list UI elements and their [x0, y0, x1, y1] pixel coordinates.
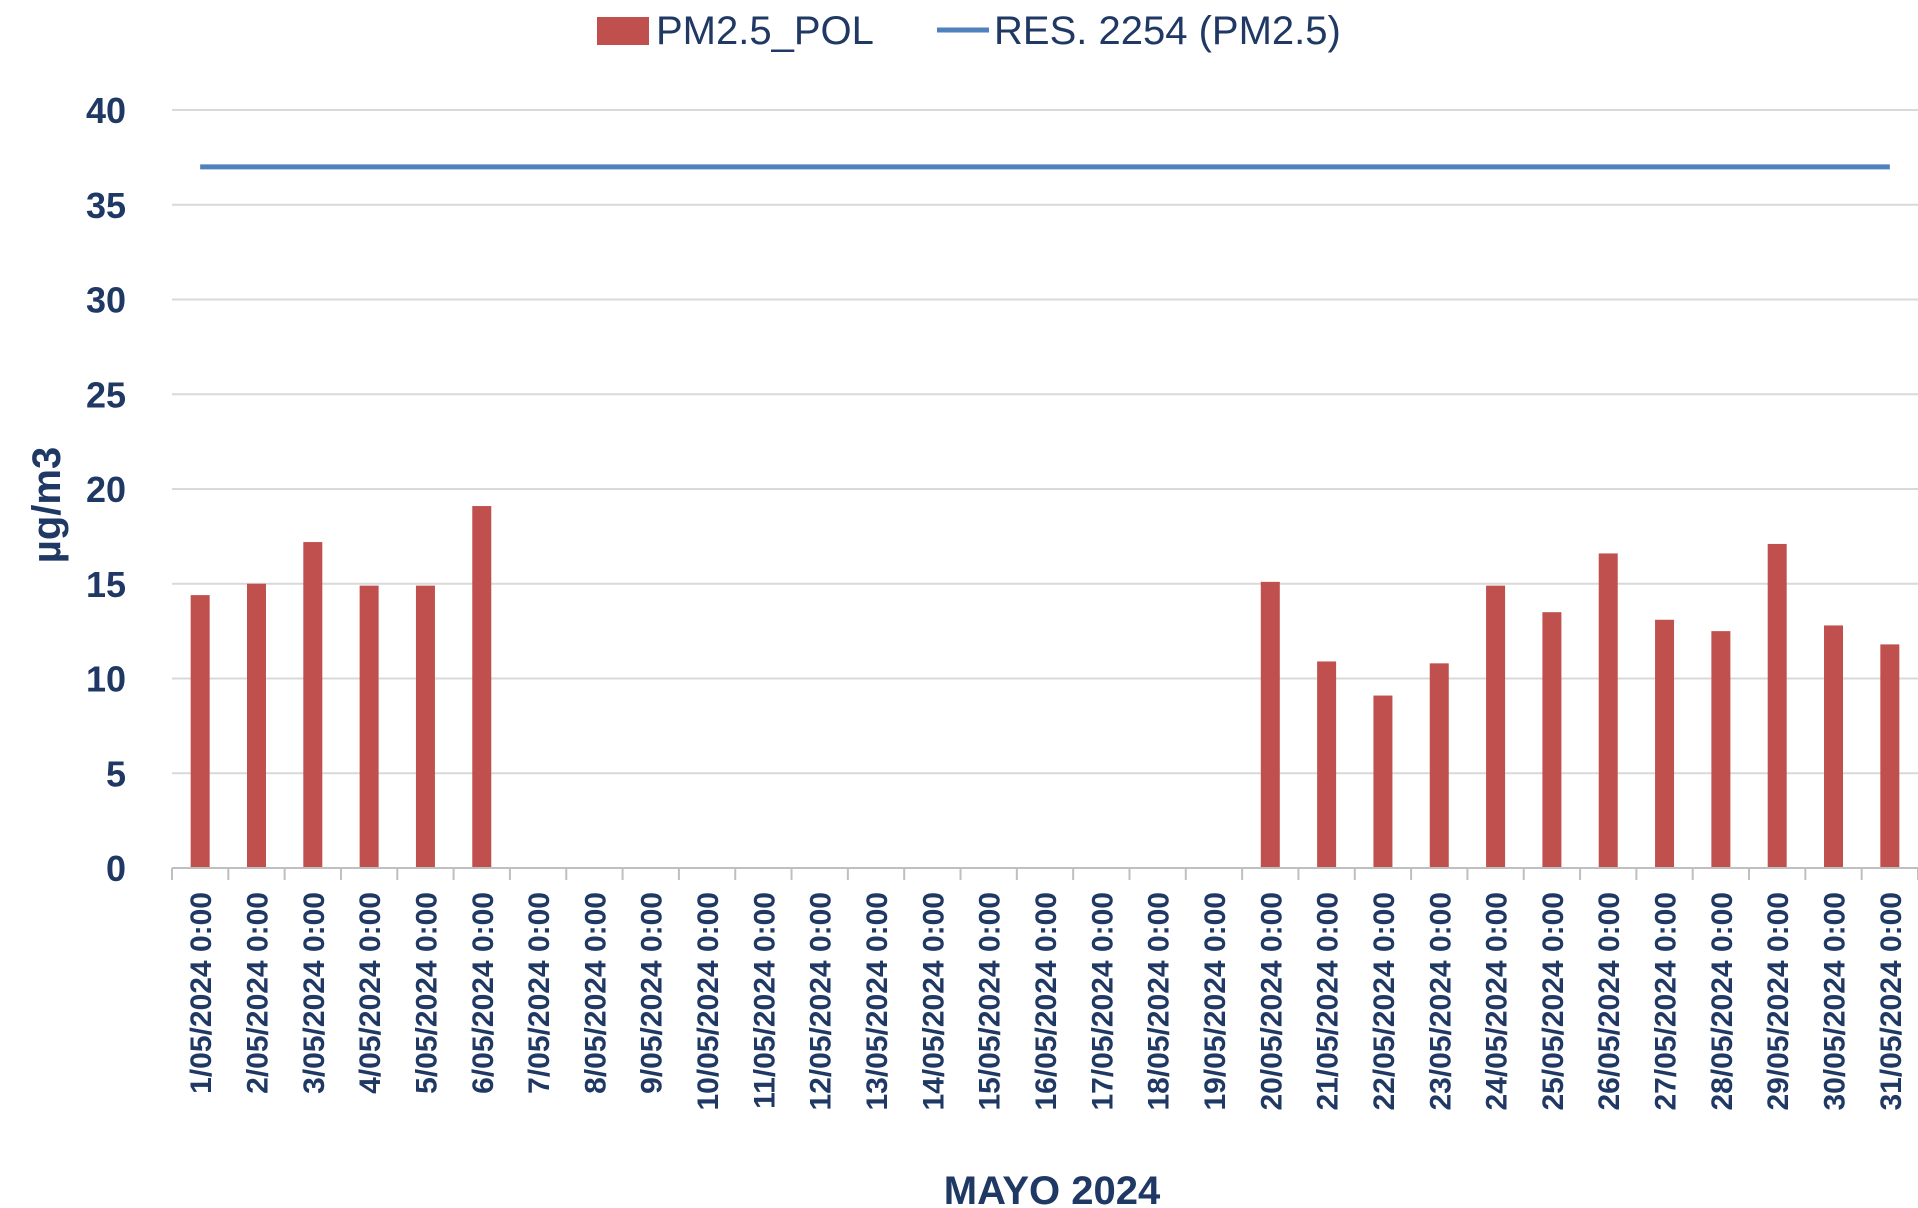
- x-tick-label: 29/05/2024 0:00: [1762, 892, 1795, 1111]
- x-tick-label: 6/05/2024 0:00: [467, 892, 500, 1094]
- y-tick-label: 15: [86, 564, 126, 605]
- bar-pm25-pol: [1655, 619, 1675, 868]
- x-tick-label: 10/05/2024 0:00: [692, 892, 725, 1111]
- legend: PM2.5_POL RES. 2254 (PM2.5): [597, 9, 1341, 53]
- x-tick-label: 11/05/2024 0:00: [748, 892, 781, 1109]
- y-tick-label: 5: [106, 753, 126, 794]
- bar-pm25-pol: [1711, 631, 1731, 868]
- bar-pm25-pol: [1880, 644, 1900, 868]
- x-tick-label: 17/05/2024 0:00: [1086, 892, 1119, 1111]
- x-tick-label: 7/05/2024 0:00: [523, 892, 556, 1094]
- legend-swatch-bar: [597, 17, 649, 45]
- bar-pm25-pol: [246, 583, 266, 868]
- x-tick-label: 19/05/2024 0:00: [1199, 892, 1232, 1111]
- x-tick-label: 20/05/2024 0:00: [1255, 892, 1288, 1111]
- legend-label-line: RES. 2254 (PM2.5): [994, 9, 1341, 53]
- x-tick-label: 5/05/2024 0:00: [410, 892, 443, 1094]
- bar-pm25-pol: [359, 585, 379, 868]
- bar-pm25-pol: [472, 506, 492, 868]
- bar-pm25-pol: [190, 595, 210, 868]
- x-tick-label: 26/05/2024 0:00: [1593, 892, 1626, 1111]
- y-tick-label: 35: [86, 185, 126, 226]
- x-tick-label: 22/05/2024 0:00: [1368, 892, 1401, 1111]
- bar-pm25-pol: [415, 585, 435, 868]
- x-tick-labels: 1/05/2024 0:00 2/05/2024 0:00 3/05/2024 0:…: [185, 892, 1908, 1111]
- x-axis: [171, 867, 1918, 880]
- bar-pm25-pol: [1486, 585, 1506, 868]
- x-tick-label: 18/05/2024 0:00: [1143, 892, 1176, 1111]
- x-tick-label: 12/05/2024 0:00: [805, 892, 838, 1111]
- gridlines: [172, 109, 1918, 775]
- y-tick-label: 0: [106, 848, 126, 889]
- x-tick-label: 16/05/2024 0:00: [1030, 892, 1063, 1111]
- x-tick-label: 13/05/2024 0:00: [861, 892, 894, 1111]
- x-tick-label: 31/05/2024 0:00: [1875, 892, 1908, 1111]
- x-tick-label: 15/05/2024 0:00: [974, 892, 1007, 1111]
- y-axis-title: µg/m3: [25, 447, 69, 563]
- y-tick-labels: 0 5 10 15 20 25 30 35 40: [86, 90, 126, 889]
- y-tick-label: 20: [86, 469, 126, 510]
- x-tick-label: 4/05/2024 0:00: [354, 892, 387, 1094]
- bar-pm25-pol: [303, 542, 323, 868]
- bar-pm25-pol: [1542, 612, 1562, 868]
- y-tick-label: 40: [86, 90, 126, 131]
- x-tick-label: 30/05/2024 0:00: [1819, 892, 1852, 1111]
- bars: [190, 506, 1900, 868]
- x-tick-label: 25/05/2024 0:00: [1537, 892, 1570, 1111]
- x-tick-label: 1/05/2024 0:00: [185, 892, 218, 1094]
- x-tick-label: 9/05/2024 0:00: [636, 892, 669, 1094]
- x-tick-label: 2/05/2024 0:00: [241, 892, 274, 1094]
- bar-pm25-pol: [1317, 661, 1337, 868]
- bar-pm25-pol: [1598, 553, 1618, 868]
- bar-pm25-pol: [1767, 543, 1787, 868]
- x-tick-label: 8/05/2024 0:00: [579, 892, 612, 1094]
- x-axis-title: MAYO 2024: [944, 1169, 1161, 1208]
- bar-pm25-pol: [1824, 625, 1844, 868]
- y-tick-label: 30: [86, 280, 126, 321]
- x-tick-label: 27/05/2024 0:00: [1650, 892, 1683, 1111]
- y-tick-label: 10: [86, 659, 126, 700]
- x-tick-label: 21/05/2024 0:00: [1312, 892, 1345, 1111]
- x-tick-label: 28/05/2024 0:00: [1706, 892, 1739, 1111]
- bar-pm25-pol: [1260, 581, 1280, 868]
- y-tick-label: 25: [86, 374, 126, 415]
- x-tick-label: 23/05/2024 0:00: [1424, 892, 1457, 1111]
- bar-pm25-pol: [1429, 663, 1449, 868]
- bar-pm25-pol: [1373, 695, 1393, 868]
- legend-label-bar: PM2.5_POL: [656, 9, 874, 53]
- x-tick-label: 3/05/2024 0:00: [298, 892, 331, 1094]
- x-tick-label: 24/05/2024 0:00: [1481, 892, 1514, 1111]
- x-tick-label: 14/05/2024 0:00: [917, 892, 950, 1111]
